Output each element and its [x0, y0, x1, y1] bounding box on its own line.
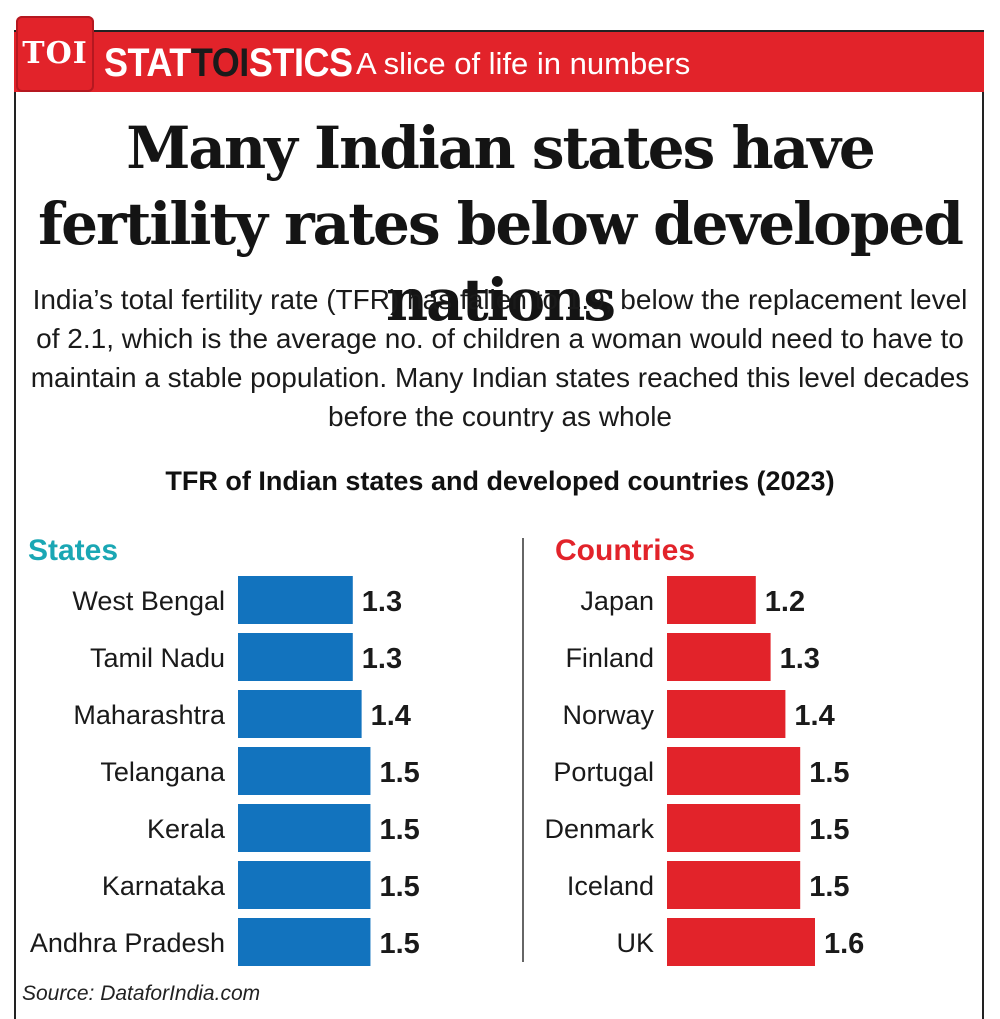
country-label: Iceland — [567, 871, 654, 901]
state-bar — [238, 690, 362, 738]
panel-heading-countrys: Countries — [555, 534, 695, 567]
country-label: Finland — [565, 643, 654, 673]
panel-heading-states: States — [28, 534, 118, 567]
source-note: Source: DataforIndia.com — [22, 982, 261, 1005]
state-value-label: 1.5 — [379, 871, 419, 903]
state-bar — [238, 861, 371, 909]
state-bar — [238, 918, 371, 966]
state-label: Karnataka — [102, 871, 226, 901]
state-value-label: 1.5 — [379, 757, 419, 789]
country-bar — [667, 804, 801, 852]
header-banner — [14, 30, 984, 92]
state-value-label: 1.4 — [371, 700, 411, 732]
state-bar — [238, 747, 371, 795]
country-value-label: 1.4 — [794, 700, 834, 732]
state-label: Maharashtra — [73, 700, 226, 730]
infographic-frame — [14, 30, 984, 1019]
state-bar — [238, 576, 353, 624]
toi-logo: TOI — [16, 16, 94, 92]
country-bar — [667, 576, 756, 624]
state-value-label: 1.5 — [379, 814, 419, 846]
country-bar — [667, 690, 786, 738]
country-value-label: 1.5 — [809, 757, 849, 789]
country-value-label: 1.5 — [809, 871, 849, 903]
chart-title: TFR of Indian states and developed count… — [165, 466, 835, 496]
state-value-label: 1.3 — [362, 643, 402, 675]
country-bar — [667, 918, 815, 966]
state-label: West Bengal — [72, 586, 225, 616]
brand-name: STATTOISTICS — [104, 38, 353, 88]
country-label: Norway — [562, 700, 654, 730]
country-value-label: 1.5 — [809, 814, 849, 846]
country-value-label: 1.2 — [765, 586, 805, 618]
subtitle: India’s total fertility rate (TFR) has f… — [30, 284, 970, 432]
state-value-label: 1.3 — [362, 586, 402, 618]
brand-part-1: STAT — [104, 41, 191, 85]
state-label: Telangana — [100, 757, 226, 787]
country-value-label: 1.6 — [824, 928, 864, 960]
brand-part-2: TOI — [190, 41, 249, 85]
country-bar — [667, 861, 801, 909]
country-bar — [667, 747, 801, 795]
brand-part-3: STICS — [248, 41, 353, 85]
logo-text: TOI — [22, 36, 88, 71]
state-label: Kerala — [147, 814, 226, 844]
country-value-label: 1.3 — [780, 643, 820, 675]
country-label: UK — [616, 928, 654, 958]
country-label: Portugal — [553, 757, 654, 787]
state-label: Andhra Pradesh — [30, 928, 225, 958]
country-label: Denmark — [544, 814, 654, 844]
tagline: A slice of life in numbers — [356, 46, 691, 81]
state-label: Tamil Nadu — [90, 643, 225, 673]
state-bar — [238, 804, 371, 852]
headline: Many Indian states have fertility rates … — [38, 114, 964, 334]
state-value-label: 1.5 — [379, 928, 419, 960]
state-bar — [238, 633, 353, 681]
country-bar — [667, 633, 771, 681]
country-label: Japan — [580, 586, 654, 616]
